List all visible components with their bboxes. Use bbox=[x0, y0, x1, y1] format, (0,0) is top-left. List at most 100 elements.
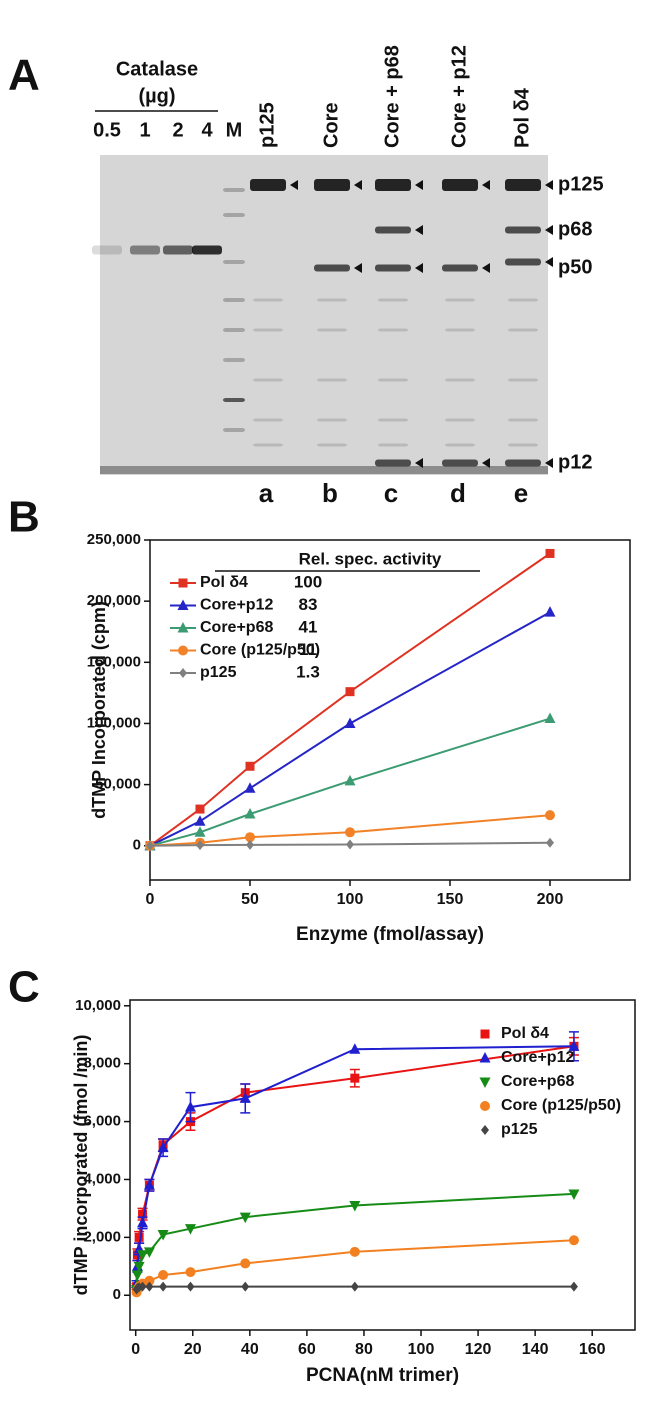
gel-band bbox=[375, 226, 411, 234]
lane-letter: b bbox=[322, 478, 338, 508]
gel-band bbox=[378, 443, 408, 447]
gel-band bbox=[375, 179, 411, 191]
band-label: p125 bbox=[558, 173, 604, 195]
gel-band bbox=[253, 443, 283, 447]
legend-marker bbox=[178, 645, 188, 656]
legend-label: Core+p68 bbox=[200, 619, 273, 636]
legend-marker bbox=[480, 1029, 490, 1039]
data-point bbox=[346, 839, 354, 850]
gel-band bbox=[253, 378, 283, 382]
data-point bbox=[349, 1043, 361, 1054]
gel-band bbox=[508, 328, 538, 332]
data-point bbox=[158, 1270, 169, 1280]
legend-value: 1.3 bbox=[296, 662, 320, 681]
data-point bbox=[157, 1229, 169, 1241]
data-point bbox=[350, 1281, 359, 1292]
gel bbox=[100, 155, 548, 475]
gel-band bbox=[314, 264, 350, 272]
gel-band bbox=[223, 213, 245, 217]
data-point bbox=[245, 761, 255, 771]
panel-label: B bbox=[8, 493, 40, 542]
data-point bbox=[157, 1141, 169, 1153]
data-point bbox=[344, 774, 356, 786]
gel-band bbox=[378, 328, 408, 332]
data-point bbox=[241, 1281, 250, 1292]
gel-band bbox=[508, 418, 538, 422]
y-tick-label: 6,000 bbox=[83, 1113, 121, 1130]
arrowhead bbox=[415, 458, 423, 468]
data-point bbox=[245, 832, 255, 843]
gel-band bbox=[445, 418, 475, 422]
data-point bbox=[344, 717, 356, 728]
data-point bbox=[239, 1092, 251, 1103]
x-tick-label: 160 bbox=[579, 1341, 606, 1358]
data-point bbox=[137, 1216, 149, 1228]
panel-label: A bbox=[8, 51, 40, 100]
legend-value: 100 bbox=[294, 572, 322, 591]
legend-label: Core+p68 bbox=[501, 1073, 574, 1090]
gel-band bbox=[378, 298, 408, 302]
gel-band bbox=[223, 260, 245, 264]
x-tick-label: 50 bbox=[241, 891, 259, 908]
data-point bbox=[568, 1040, 580, 1051]
y-tick-label: 10,000 bbox=[75, 997, 121, 1014]
data-point bbox=[544, 606, 556, 617]
gel-band bbox=[317, 443, 347, 447]
x-tick-label: 60 bbox=[298, 1341, 316, 1358]
gel-band bbox=[92, 245, 122, 255]
lane-label: Core + p12 bbox=[448, 45, 470, 148]
gel-band bbox=[314, 179, 350, 191]
lane-label: 1 bbox=[139, 119, 150, 141]
gel-band bbox=[508, 443, 538, 447]
gel-band bbox=[317, 418, 347, 422]
legend-label: p125 bbox=[200, 664, 237, 681]
data-point bbox=[246, 839, 254, 850]
legend-value: 11 bbox=[299, 640, 317, 659]
legend-marker bbox=[177, 599, 189, 610]
gel-band bbox=[442, 179, 478, 191]
x-axis-title: PCNA(nM trimer) bbox=[306, 1365, 459, 1386]
data-point bbox=[244, 782, 256, 793]
lane-label: 0.5 bbox=[93, 119, 121, 141]
lane-letter: c bbox=[384, 478, 398, 508]
data-point bbox=[144, 1275, 155, 1286]
gel-band bbox=[223, 358, 245, 362]
legend-value: 41 bbox=[299, 617, 318, 636]
legend-value: 83 bbox=[299, 595, 318, 614]
gel-band bbox=[253, 328, 283, 332]
legend-label: Pol δ4 bbox=[200, 574, 248, 591]
gel-band bbox=[505, 258, 541, 266]
gel-band bbox=[505, 179, 541, 191]
data-point bbox=[546, 837, 554, 848]
y-tick-label: 100,000 bbox=[87, 714, 141, 731]
data-point bbox=[194, 826, 206, 837]
arrowhead bbox=[415, 263, 423, 273]
x-tick-label: 80 bbox=[355, 1341, 373, 1358]
gel-band bbox=[445, 443, 475, 447]
data-point bbox=[137, 1250, 149, 1261]
legend-marker bbox=[179, 668, 187, 678]
legend-marker bbox=[479, 1052, 491, 1063]
band-label: p68 bbox=[558, 218, 592, 240]
arrowhead bbox=[354, 263, 362, 273]
gel-band bbox=[378, 378, 408, 382]
lane-label: M bbox=[226, 119, 243, 141]
y-tick-label: 8,000 bbox=[83, 1055, 121, 1072]
data-point bbox=[143, 1179, 155, 1190]
data-point bbox=[345, 687, 355, 697]
series-line bbox=[135, 1045, 574, 1284]
arrowhead bbox=[482, 263, 490, 273]
arrowhead bbox=[482, 180, 490, 190]
legend-marker bbox=[178, 578, 188, 588]
gel-band bbox=[378, 418, 408, 422]
gel-unit: (µg) bbox=[138, 85, 175, 107]
data-point bbox=[349, 1246, 360, 1257]
gel-band bbox=[223, 398, 245, 402]
x-tick-label: 150 bbox=[437, 891, 464, 908]
data-point bbox=[568, 1235, 579, 1246]
lane-label: p125 bbox=[256, 102, 278, 148]
gel-band bbox=[442, 264, 478, 272]
legend-label: Core (p125/p50) bbox=[200, 642, 320, 659]
arrowhead bbox=[545, 458, 553, 468]
legend-marker bbox=[479, 1077, 491, 1088]
